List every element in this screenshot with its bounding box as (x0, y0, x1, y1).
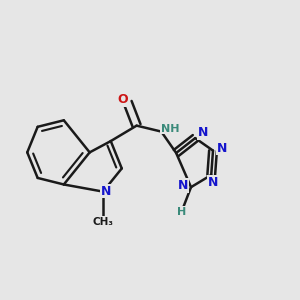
Text: N: N (217, 142, 227, 155)
Text: N: N (197, 126, 208, 139)
Text: N: N (208, 176, 218, 189)
Text: CH₃: CH₃ (92, 217, 113, 227)
Text: N: N (178, 179, 188, 192)
Text: NH: NH (161, 124, 179, 134)
Text: H: H (177, 207, 186, 217)
Text: O: O (117, 93, 128, 106)
Text: N: N (101, 184, 111, 197)
